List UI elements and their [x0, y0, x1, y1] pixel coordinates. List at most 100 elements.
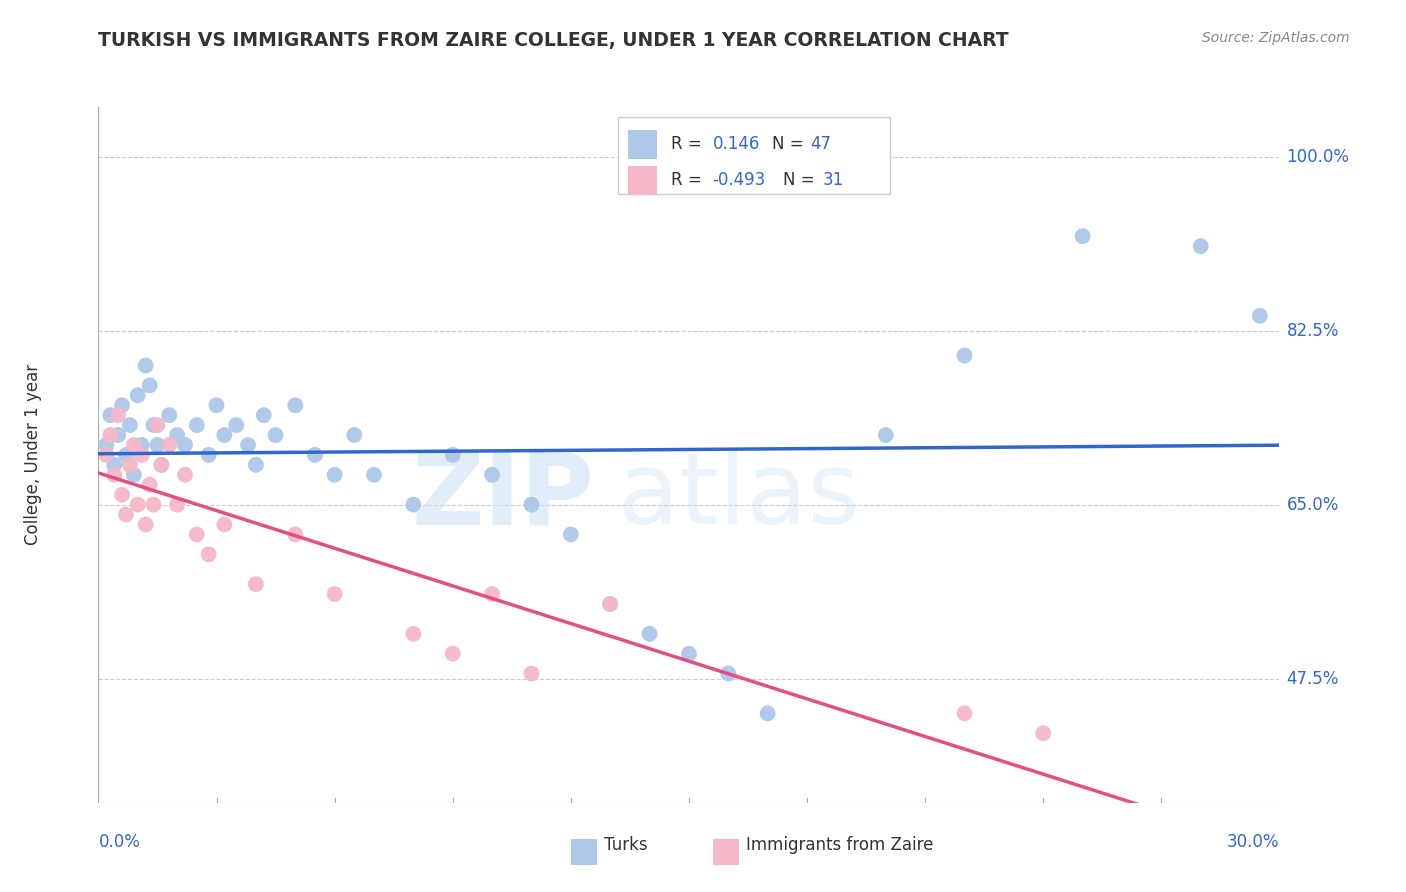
Point: [599, 597, 621, 611]
Point: [122, 467, 145, 482]
Text: Turks: Turks: [605, 836, 648, 855]
Text: TURKISH VS IMMIGRANTS FROM ZAIRE COLLEGE, UNDER 1 YEAR CORRELATION CHART: TURKISH VS IMMIGRANTS FROM ZAIRE COLLEGE…: [98, 31, 1010, 50]
Point: [107, 428, 129, 442]
Text: 30.0%: 30.0%: [1227, 833, 1279, 851]
Text: Source: ZipAtlas.com: Source: ZipAtlas.com: [1202, 31, 1350, 45]
Point: [284, 398, 307, 412]
Point: [599, 597, 621, 611]
Point: [166, 428, 188, 442]
Point: [157, 408, 180, 422]
Point: [166, 498, 188, 512]
Point: [214, 428, 236, 442]
Point: [115, 448, 138, 462]
Text: R =: R =: [671, 171, 707, 189]
Point: [118, 418, 141, 433]
Text: 82.5%: 82.5%: [1286, 322, 1339, 340]
Point: [402, 498, 425, 512]
Point: [225, 418, 247, 433]
Point: [98, 428, 121, 442]
Point: [98, 408, 121, 422]
Point: [953, 706, 976, 721]
Point: [197, 448, 219, 462]
Point: [245, 458, 267, 472]
Point: [197, 547, 219, 561]
Point: [1032, 726, 1054, 740]
Text: College, Under 1 year: College, Under 1 year: [24, 364, 42, 546]
Text: 65.0%: 65.0%: [1286, 496, 1339, 514]
Text: 100.0%: 100.0%: [1286, 148, 1350, 166]
Point: [138, 378, 160, 392]
Text: 0.146: 0.146: [713, 136, 759, 153]
Point: [186, 418, 208, 433]
Bar: [713, 839, 738, 865]
Point: [1071, 229, 1094, 244]
Point: [284, 527, 307, 541]
Point: [157, 438, 180, 452]
Point: [756, 706, 779, 721]
Point: [236, 438, 259, 452]
Point: [214, 517, 236, 532]
Text: 47.5%: 47.5%: [1286, 670, 1339, 688]
Point: [441, 448, 464, 462]
Point: [103, 467, 125, 482]
Text: 0.0%: 0.0%: [98, 833, 141, 851]
Text: Immigrants from Zaire: Immigrants from Zaire: [745, 836, 934, 855]
Point: [520, 498, 543, 512]
Point: [150, 458, 173, 472]
Point: [138, 477, 160, 491]
Point: [1249, 309, 1271, 323]
Point: [205, 398, 228, 412]
Point: [174, 438, 197, 452]
Point: [96, 448, 118, 462]
Point: [127, 498, 149, 512]
Point: [717, 666, 740, 681]
Point: [174, 467, 197, 482]
Point: [953, 349, 976, 363]
Text: ZIP: ZIP: [412, 448, 595, 545]
Bar: [571, 839, 596, 865]
Point: [560, 527, 582, 541]
Point: [323, 467, 346, 482]
Point: [304, 448, 326, 462]
Point: [135, 359, 157, 373]
Point: [323, 587, 346, 601]
Bar: [627, 129, 657, 159]
Point: [186, 527, 208, 541]
Point: [402, 627, 425, 641]
Point: [146, 438, 169, 452]
Point: [131, 448, 153, 462]
Point: [131, 438, 153, 452]
Point: [264, 428, 287, 442]
Bar: [627, 166, 657, 194]
Point: [142, 498, 165, 512]
Point: [118, 458, 141, 472]
Point: [96, 438, 118, 452]
Text: -0.493: -0.493: [713, 171, 766, 189]
Point: [122, 438, 145, 452]
Point: [638, 627, 661, 641]
Point: [146, 418, 169, 433]
Point: [678, 647, 700, 661]
Point: [142, 418, 165, 433]
Point: [135, 517, 157, 532]
Point: [343, 428, 366, 442]
Point: [103, 458, 125, 472]
Point: [1189, 239, 1212, 253]
Point: [111, 398, 134, 412]
Point: [115, 508, 138, 522]
Point: [245, 577, 267, 591]
Point: [520, 666, 543, 681]
Point: [481, 467, 503, 482]
Point: [875, 428, 897, 442]
Text: atlas: atlas: [619, 448, 859, 545]
Point: [441, 647, 464, 661]
Point: [481, 587, 503, 601]
Point: [107, 408, 129, 422]
Text: 31: 31: [823, 171, 844, 189]
Bar: [619, 118, 890, 194]
Text: 47: 47: [811, 136, 831, 153]
Point: [363, 467, 385, 482]
Text: N =: N =: [772, 136, 808, 153]
Point: [111, 488, 134, 502]
Text: N =: N =: [783, 171, 820, 189]
